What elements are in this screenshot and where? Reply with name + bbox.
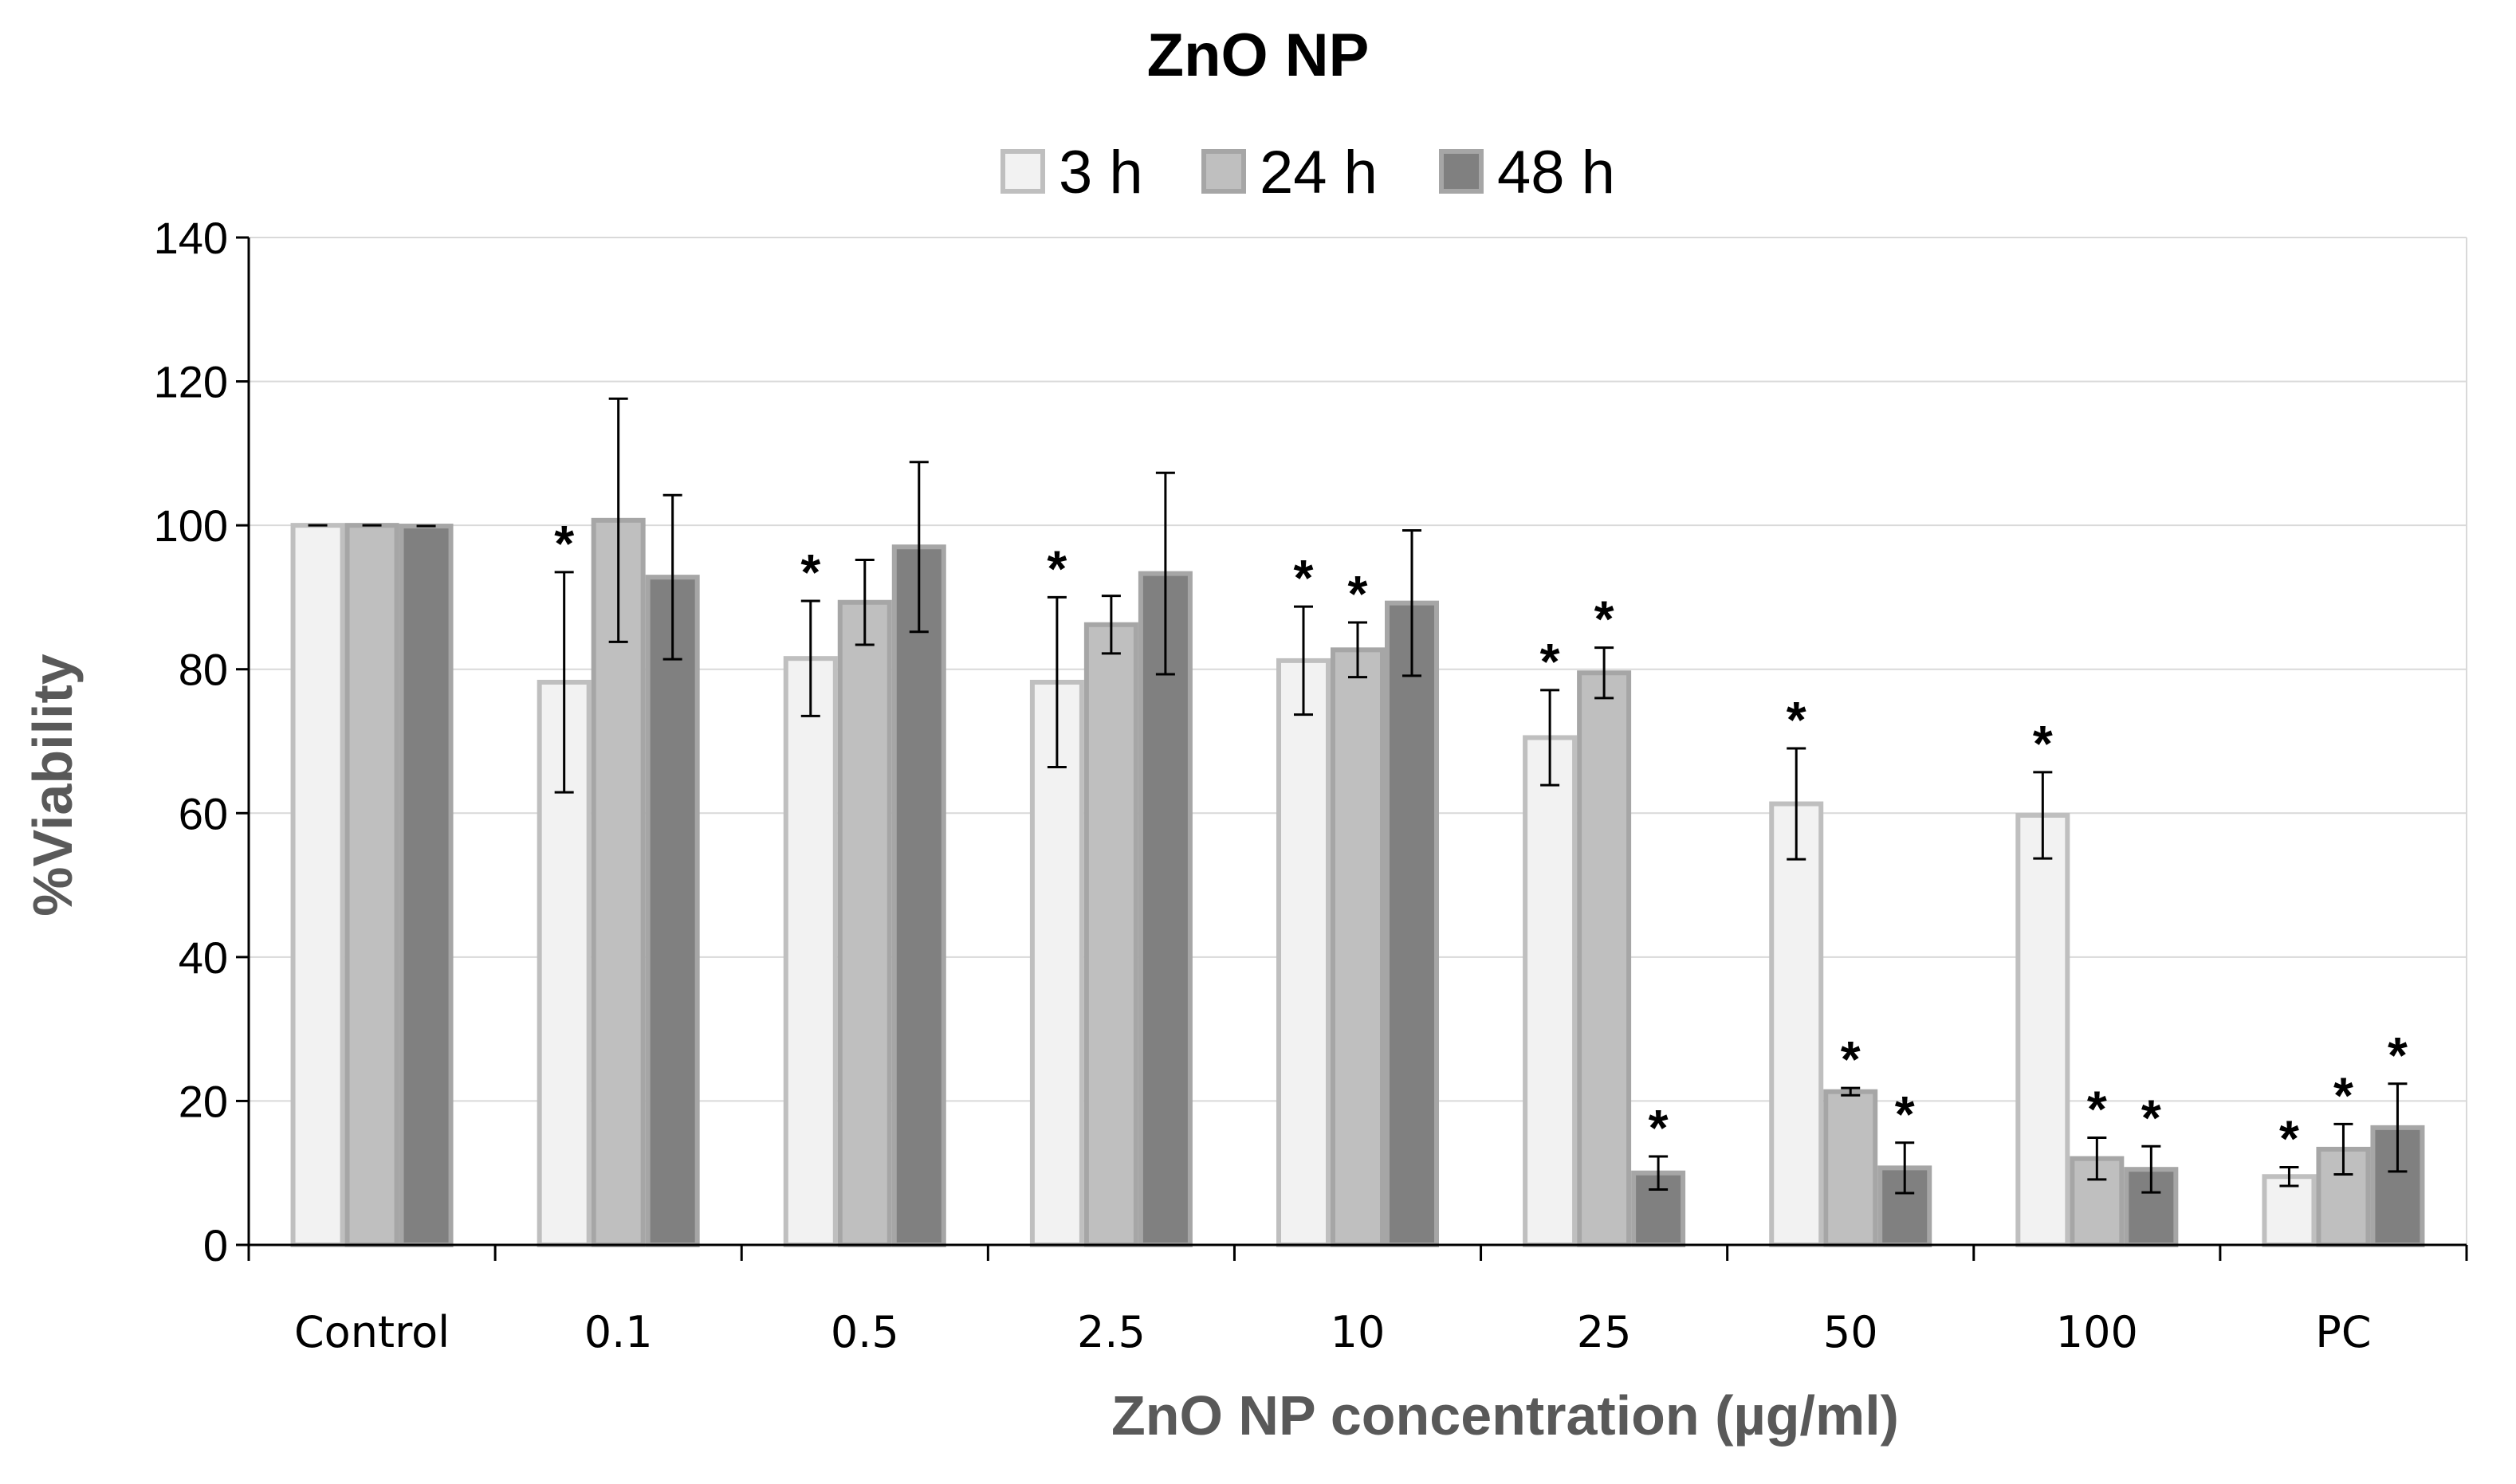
chart-title: ZnO NP: [1147, 22, 1370, 89]
y-axis-title: %Viability: [22, 654, 84, 916]
y-tick-label: 40: [179, 932, 228, 983]
bar: [645, 575, 700, 1247]
x-tick-label: Control: [294, 1307, 450, 1357]
y-axis-ticks: 0 20 40 60 80 100 120 140: [154, 213, 249, 1270]
legend-label: 3 h: [1059, 139, 1143, 206]
plot-frame: [247, 237, 2467, 1245]
bars: [290, 517, 2425, 1248]
legend-swatch: [1439, 149, 1484, 194]
significance-markers: * * * * * * * * * * * * * * * * *: [554, 515, 2408, 1168]
bar: [2015, 812, 2070, 1247]
bar: [290, 523, 345, 1247]
x-tick-label: 10: [1331, 1307, 1386, 1357]
bar: [783, 656, 838, 1247]
bar: [1276, 658, 1331, 1247]
significance-star: *: [2033, 715, 2053, 772]
x-tick-label: 0.1: [584, 1307, 653, 1357]
bar: [1577, 670, 1632, 1247]
x-axis: Control 0.1 0.5 2.5 10 25 50 100 PC: [247, 1243, 2468, 1357]
bar: [344, 523, 399, 1247]
significance-star: *: [1294, 549, 1314, 607]
y-tick-label: 60: [179, 788, 228, 838]
x-tick-label: 25: [1577, 1307, 1632, 1357]
significance-star: *: [2087, 1080, 2107, 1137]
significance-star: *: [1895, 1086, 1915, 1143]
bar: [837, 599, 892, 1247]
x-tick-label: 0.5: [831, 1307, 899, 1357]
significance-star: *: [1047, 540, 1067, 597]
legend-swatch: [1201, 149, 1246, 194]
legend: 3 h 24 h 48 h: [1001, 139, 1615, 206]
bar: [1331, 647, 1385, 1247]
legend-label: 24 h: [1260, 139, 1378, 206]
x-tick-label: 50: [1823, 1307, 1878, 1357]
significance-star: *: [1841, 1031, 1861, 1088]
bar: [1823, 1089, 1878, 1247]
significance-star: *: [2333, 1066, 2353, 1124]
y-tick-label: 80: [179, 645, 228, 695]
bar: [399, 524, 454, 1247]
bar: [1083, 622, 1138, 1247]
bar: [1769, 801, 1824, 1247]
significance-star: *: [2388, 1027, 2408, 1084]
significance-star: *: [2141, 1089, 2161, 1146]
significance-star: *: [554, 515, 574, 572]
bar: [1138, 571, 1193, 1247]
y-tick-label: 120: [154, 357, 228, 407]
significance-star: *: [1594, 591, 1614, 648]
bar: [1385, 600, 1439, 1247]
y-tick-label: 0: [203, 1220, 228, 1270]
significance-star: *: [1540, 633, 1560, 690]
significance-star: *: [1787, 691, 1806, 748]
bar: [891, 544, 946, 1247]
y-tick-label: 100: [154, 501, 228, 551]
significance-star: *: [2279, 1109, 2299, 1167]
x-tick-label: PC: [2315, 1307, 2371, 1357]
x-axis-title: ZnO NP concentration (µg/ml): [1111, 1384, 1899, 1447]
error-bars: [308, 397, 2408, 1195]
y-tick-label: 20: [179, 1076, 228, 1126]
significance-star: *: [1348, 565, 1368, 622]
legend-swatch: [1001, 149, 1045, 194]
x-tick-label: 100: [2056, 1307, 2138, 1357]
significance-star: *: [800, 544, 820, 601]
significance-star: *: [1649, 1099, 1669, 1156]
x-tick-label: 2.5: [1077, 1307, 1146, 1357]
y-tick-label: 140: [154, 213, 228, 263]
legend-label: 48 h: [1497, 139, 1615, 206]
bar: [1523, 735, 1578, 1247]
